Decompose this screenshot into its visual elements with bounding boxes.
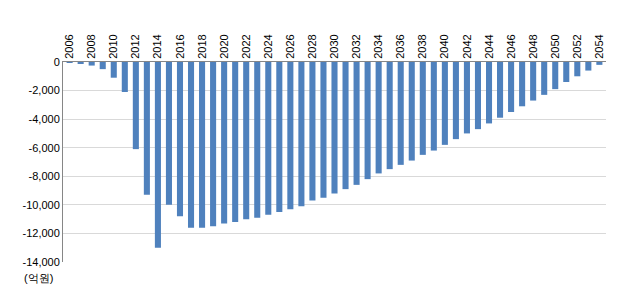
svg-text:2028: 2028 [306,34,318,58]
svg-text:-4,000: -4,000 [29,113,60,125]
svg-text:2050: 2050 [549,34,561,58]
svg-text:-6,000: -6,000 [29,142,60,154]
svg-text:2044: 2044 [483,34,495,58]
svg-text:(억원): (억원) [24,272,53,284]
svg-text:2042: 2042 [461,34,473,58]
svg-text:2020: 2020 [218,34,230,58]
svg-text:2036: 2036 [394,34,406,58]
svg-text:-10,000: -10,000 [22,199,59,211]
svg-text:2030: 2030 [328,34,340,58]
svg-text:2048: 2048 [527,34,539,58]
svg-text:2038: 2038 [416,34,428,58]
svg-text:-14,000: -14,000 [22,256,59,268]
svg-text:2046: 2046 [505,34,517,58]
svg-text:2040: 2040 [438,34,450,58]
svg-text:2022: 2022 [240,34,252,58]
svg-text:2018: 2018 [196,34,208,58]
svg-text:2016: 2016 [174,34,186,58]
svg-text:2024: 2024 [262,34,274,58]
svg-text:-12,000: -12,000 [22,227,59,239]
svg-text:2008: 2008 [85,34,97,58]
svg-text:2006: 2006 [63,34,75,58]
svg-text:2054: 2054 [593,34,605,58]
svg-text:2014: 2014 [151,34,163,58]
svg-text:0: 0 [54,56,60,68]
svg-text:2026: 2026 [284,34,296,58]
svg-text:2032: 2032 [350,34,362,58]
svg-text:2010: 2010 [107,34,119,58]
svg-text:-2,000: -2,000 [29,84,60,96]
svg-text:2012: 2012 [129,34,141,58]
svg-text:2052: 2052 [571,34,583,58]
svg-text:-8,000: -8,000 [29,170,60,182]
svg-text:2034: 2034 [372,34,384,58]
